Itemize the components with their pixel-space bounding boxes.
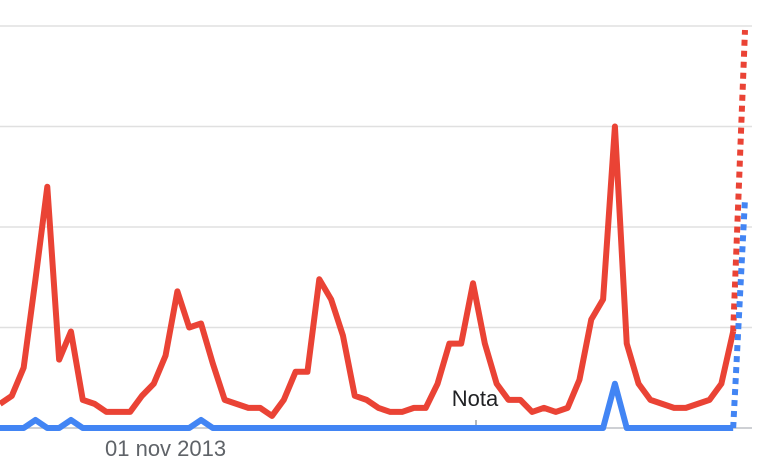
series-line <box>0 123 737 419</box>
series-line-partial <box>730 29 748 332</box>
annotation-label[interactable]: Nota <box>452 386 499 411</box>
series-line <box>0 380 734 431</box>
series-line-partial <box>730 198 748 429</box>
x-tick-label: 01 nov 2013 <box>105 436 226 461</box>
